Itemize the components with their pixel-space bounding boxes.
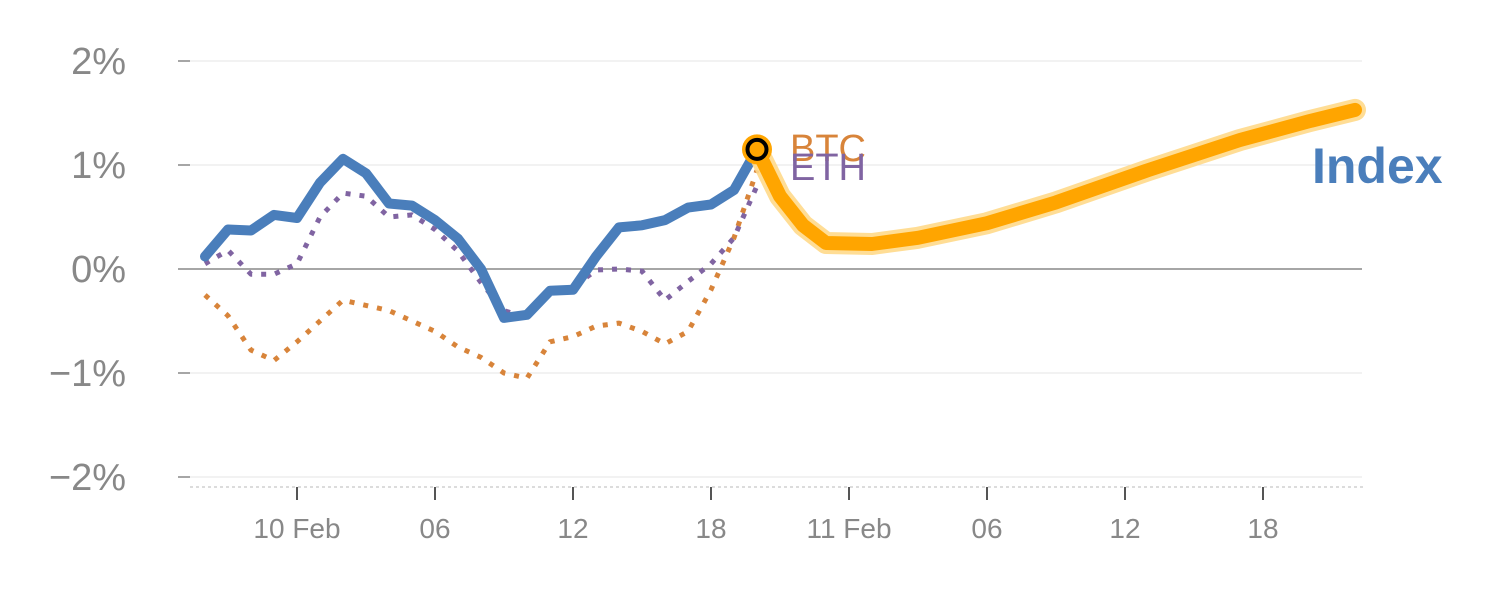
marker-layer [742, 134, 772, 165]
x-tick-label: 10 Feb [253, 513, 340, 544]
label-layer: BTC ETH Index [790, 128, 1443, 194]
x-tick-label: 12 [1109, 513, 1140, 544]
btc-label: BTC [790, 128, 866, 170]
btc-series-line [203, 169, 760, 381]
x-tick-label: 06 [419, 513, 450, 544]
eth-series-line [203, 184, 760, 321]
index-series-line [200, 144, 762, 323]
current-value-marker-center [745, 137, 769, 161]
y-tick-label: −1% [49, 353, 126, 395]
x-axis: 10 Feb 06 12 18 11 Feb 06 12 18 [190, 486, 1366, 544]
x-tick-label: 11 Feb [806, 513, 891, 544]
index-label: Index [1312, 138, 1443, 194]
eth-label: ETH [790, 147, 866, 189]
x-tick-label: 12 [557, 513, 588, 544]
y-tick-label: 0% [71, 249, 126, 291]
x-tick-label: 06 [971, 513, 1002, 544]
y-tick-label: −2% [49, 457, 126, 499]
y-tick-label: 2% [71, 41, 126, 83]
y-axis: 2% 1% 0% −1% −2% [49, 41, 190, 499]
grid-layer [190, 60, 1362, 478]
y-tick-label: 1% [71, 145, 126, 187]
projection-series-line [750, 102, 1362, 251]
x-tick-label: 18 [1247, 513, 1278, 544]
series-layer [200, 98, 1366, 381]
x-tick-label: 18 [695, 513, 726, 544]
